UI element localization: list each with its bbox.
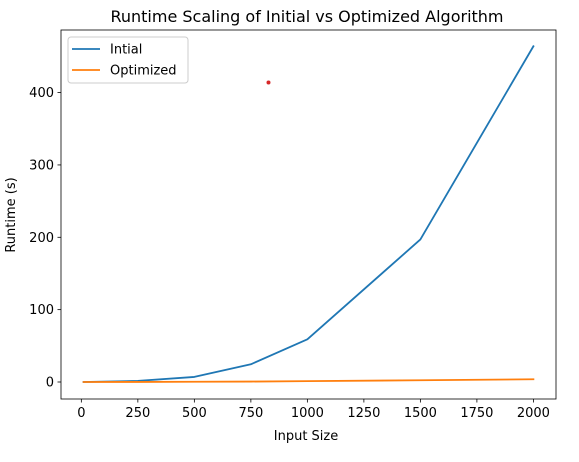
x-tick-label: 500 — [182, 406, 207, 421]
y-tick-label: 0 — [46, 375, 54, 390]
x-axis-label: Input Size — [274, 429, 338, 444]
x-tick-label: 2000 — [517, 406, 550, 421]
x-tick-label: 1250 — [347, 406, 380, 421]
y-tick-label: 100 — [29, 303, 54, 318]
plot-frame — [60, 29, 557, 400]
y-tick-label: 300 — [29, 158, 54, 173]
x-tick-label: 1000 — [291, 406, 324, 421]
legend-label: Intial — [110, 43, 142, 58]
x-tick-label: 0 — [77, 406, 85, 421]
y-tick-label: 200 — [29, 231, 54, 246]
x-tick-label: 250 — [125, 406, 150, 421]
x-tick-label: 1500 — [404, 406, 437, 421]
x-axis-ticks: 0 250 500 750 1000 1250 1500 1750 2000 — [77, 399, 550, 421]
legend-label: Optimized — [110, 64, 177, 79]
plot-area — [60, 29, 557, 400]
series-line-optimized — [82, 378, 535, 383]
x-tick-label: 1750 — [460, 406, 493, 421]
marker-point — [266, 80, 271, 85]
legend: Intial Optimized — [67, 36, 189, 84]
y-axis-label: Runtime (s) — [4, 177, 19, 252]
y-axis-ticks: 0 100 200 300 400 — [29, 86, 61, 390]
series-layer — [82, 45, 535, 383]
y-tick-label: 400 — [29, 86, 54, 101]
x-tick-label: 750 — [238, 406, 263, 421]
chart-title: Runtime Scaling of Initial vs Optimized … — [110, 7, 503, 26]
series-line-initial — [82, 45, 535, 383]
annotation-layer — [266, 80, 271, 85]
